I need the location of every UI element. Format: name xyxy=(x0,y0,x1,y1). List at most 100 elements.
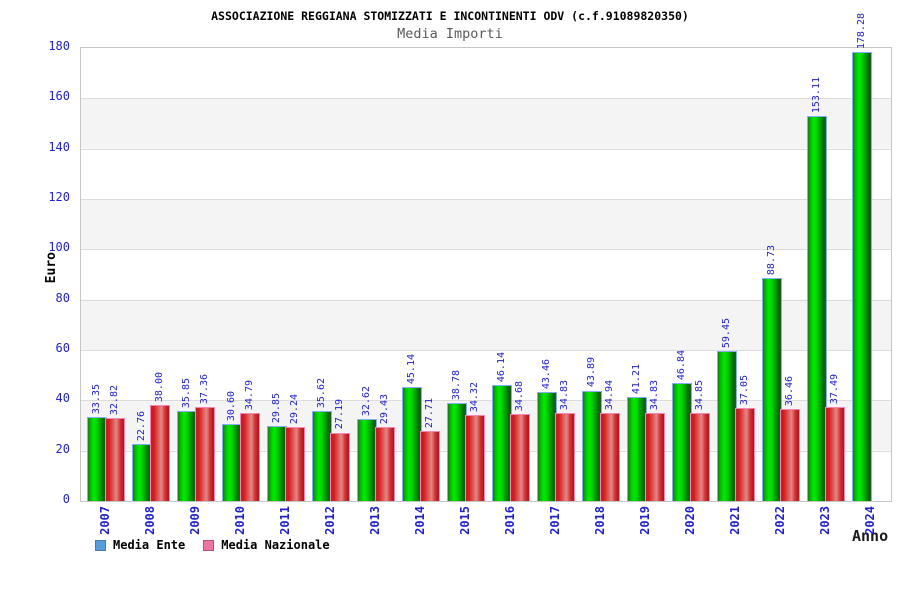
value-label: 37.49 xyxy=(829,373,840,404)
value-label: 22.76 xyxy=(136,410,147,441)
x-tick-2020: 2020 xyxy=(683,506,697,535)
bar-media-ente-2019[interactable] xyxy=(627,397,647,501)
x-tick-2016: 2016 xyxy=(503,506,517,535)
bar-media-nazionale-2007[interactable] xyxy=(105,418,125,501)
value-label: 27.19 xyxy=(334,399,345,430)
bar-media-ente-2013[interactable] xyxy=(357,418,377,501)
legend-item-media-ente[interactable]: Media Ente xyxy=(95,538,185,552)
bar-media-nazionale-2015[interactable] xyxy=(465,414,485,501)
value-label: 27.71 xyxy=(424,398,435,429)
bar-media-ente-2015[interactable] xyxy=(447,403,467,501)
bar-media-ente-2018[interactable] xyxy=(582,390,602,501)
bar-media-ente-2016[interactable] xyxy=(492,384,512,501)
y-tick-0: 0 xyxy=(62,492,70,506)
bar-media-ente-2024[interactable] xyxy=(852,52,872,501)
value-label: 36.46 xyxy=(784,376,795,407)
chart-title: ASSOCIAZIONE REGGIANA STOMIZZATI E INCON… xyxy=(211,9,689,23)
legend-swatch-media-nazionale xyxy=(203,539,215,551)
bar-media-nazionale-2013[interactable] xyxy=(375,426,395,501)
value-label: 43.46 xyxy=(541,358,552,389)
x-tick-2019: 2019 xyxy=(638,506,652,535)
x-tick-2018: 2018 xyxy=(593,506,607,535)
gridline xyxy=(81,148,891,150)
bar-media-nazionale-2009[interactable] xyxy=(195,406,215,501)
x-tick-2022: 2022 xyxy=(773,506,787,535)
legend-label-media-ente: Media Ente xyxy=(113,538,186,552)
y-tick-20: 20 xyxy=(55,441,70,456)
gridline xyxy=(81,299,891,301)
bar-media-ente-2012[interactable] xyxy=(312,411,332,501)
bar-media-ente-2023[interactable] xyxy=(807,115,827,501)
gridline xyxy=(81,98,891,100)
bar-media-ente-2020[interactable] xyxy=(672,383,692,501)
y-tick-60: 60 xyxy=(55,341,70,355)
plot-area: 33.35 32.82 22.76 38.00 35.85 37.36 30.60 34.79… xyxy=(80,13,892,502)
value-label: 34.79 xyxy=(244,380,255,411)
bar-media-nazionale-2019[interactable] xyxy=(645,413,665,501)
x-tick-2010: 2010 xyxy=(233,506,247,535)
legend-item-media-nazionale[interactable]: Media Nazionale xyxy=(203,538,330,552)
x-tick-2013: 2013 xyxy=(368,506,382,535)
chart-subtitle: Media Importi xyxy=(397,26,503,42)
value-label: 34.83 xyxy=(559,380,570,411)
gridline xyxy=(81,199,891,200)
legend-swatch-media-ente xyxy=(95,539,106,551)
bar-media-nazionale-2008[interactable] xyxy=(150,405,170,501)
value-label: 34.85 xyxy=(694,380,705,411)
bar-media-nazionale-2021[interactable] xyxy=(735,407,755,501)
value-label: 38.78 xyxy=(451,370,462,401)
value-label: 41.21 xyxy=(631,364,642,395)
bar-media-ente-2022[interactable] xyxy=(762,277,782,501)
value-label: 32.62 xyxy=(361,385,372,416)
value-label: 32.82 xyxy=(109,385,120,416)
x-tick-2014: 2014 xyxy=(413,506,427,535)
bar-media-nazionale-2011[interactable] xyxy=(285,427,305,501)
x-axis-title: Anno xyxy=(852,527,889,545)
y-tick-120: 120 xyxy=(48,190,70,204)
x-tick-2007: 2007 xyxy=(98,506,112,535)
value-label: 153.11 xyxy=(811,76,822,113)
bar-media-ente-2009[interactable] xyxy=(177,410,197,501)
bar-media-ente-2021[interactable] xyxy=(717,351,737,501)
bar-media-nazionale-2017[interactable] xyxy=(555,413,575,501)
value-label: 29.24 xyxy=(289,394,300,425)
bar-media-ente-2014[interactable] xyxy=(402,387,422,501)
value-label: 34.94 xyxy=(604,379,615,411)
y-axis-title: Euro xyxy=(44,252,59,284)
bar-media-ente-2008[interactable] xyxy=(132,443,152,501)
gridline xyxy=(81,249,891,251)
gridline xyxy=(81,450,891,452)
x-tick-2015: 2015 xyxy=(458,506,472,535)
bar-media-nazionale-2016[interactable] xyxy=(510,413,530,501)
x-tick-2012: 2012 xyxy=(323,506,337,535)
bar-media-nazionale-2018[interactable] xyxy=(600,413,620,501)
bar-media-nazionale-2023[interactable] xyxy=(825,406,845,501)
value-label: 35.85 xyxy=(181,377,192,408)
y-tick-160: 160 xyxy=(48,89,70,104)
value-label: 88.73 xyxy=(766,244,777,275)
x-tick-2008: 2008 xyxy=(143,506,157,535)
bar-media-ente-2011[interactable] xyxy=(267,425,287,501)
bar-media-ente-2017[interactable] xyxy=(537,391,557,501)
value-label: 37.05 xyxy=(739,374,750,405)
bar-media-ente-2007[interactable] xyxy=(87,417,107,501)
bar-media-nazionale-2010[interactable] xyxy=(240,413,260,501)
value-label: 34.68 xyxy=(514,380,525,411)
x-tick-2011: 2011 xyxy=(278,506,292,535)
bar-media-nazionale-2020[interactable] xyxy=(690,413,710,501)
x-tick-2017: 2017 xyxy=(548,506,562,535)
value-label: 59.45 xyxy=(721,318,732,349)
bar-media-nazionale-2012[interactable] xyxy=(330,432,350,501)
bar-media-ente-2010[interactable] xyxy=(222,424,242,501)
bar-media-nazionale-2022[interactable] xyxy=(780,409,800,501)
value-label: 38.00 xyxy=(154,372,165,403)
x-tick-2023: 2023 xyxy=(818,506,832,535)
gridline xyxy=(81,350,891,351)
bar-media-nazionale-2014[interactable] xyxy=(420,431,440,501)
y-tick-80: 80 xyxy=(55,290,70,305)
legend-label-media-nazionale: Media Nazionale xyxy=(221,538,330,552)
value-label: 46.14 xyxy=(496,351,507,382)
gridline xyxy=(81,400,891,402)
x-tick-2009: 2009 xyxy=(188,506,202,535)
